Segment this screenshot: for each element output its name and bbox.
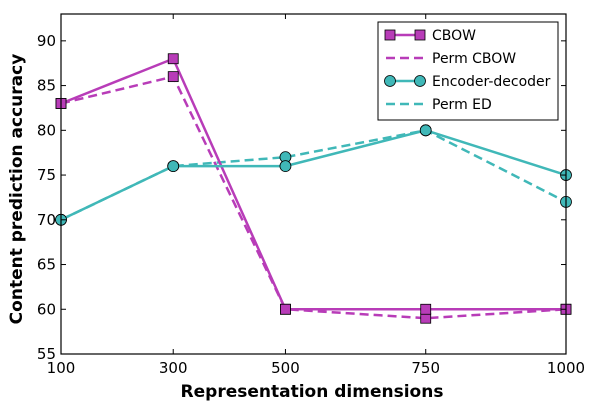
series-line-3	[60, 129, 567, 221]
data-point	[420, 303, 432, 315]
legend-label: Encoder-decoder	[432, 74, 551, 90]
y-tick-label: 65	[37, 256, 56, 274]
y-tick-label: 75	[37, 166, 56, 184]
legend: CBOW Perm CBOW Encoder-decoder Perm ED	[377, 21, 559, 121]
x-tick-label: 500	[271, 359, 300, 377]
data-point	[167, 53, 179, 65]
axes: 100 300 500 750 1000 55 60 65 70 75 80 85 90	[37, 13, 585, 377]
y-tick-label: 70	[37, 211, 56, 229]
data-point	[280, 303, 291, 315]
x-tick-label: 1000	[547, 359, 585, 377]
x-tick-label: 750	[411, 359, 440, 377]
y-tick-label: 55	[37, 345, 56, 363]
legend-marker	[384, 29, 396, 41]
legend-label: Perm ED	[432, 97, 492, 113]
data-point	[420, 312, 432, 324]
y-tick-label: 80	[37, 121, 56, 139]
legend-label: Perm CBOW	[432, 51, 516, 67]
x-tick-label: 100	[47, 359, 76, 377]
series-line-1	[60, 75, 567, 320]
plot-frame	[60, 13, 567, 355]
y-axis-title: Content prediction accuracy	[7, 54, 27, 325]
data-point	[279, 160, 292, 173]
data-point	[419, 124, 432, 137]
legend-marker	[414, 29, 426, 41]
y-tick-label: 85	[37, 77, 56, 95]
legend-label: CBOW	[432, 28, 476, 44]
legend-marker	[384, 75, 396, 87]
x-axis-title: Representation dimensions	[181, 382, 444, 402]
y-tick-label: 90	[37, 32, 56, 50]
series-line-2	[60, 129, 567, 221]
data-point	[167, 71, 179, 83]
y-tick-label: 60	[37, 300, 56, 318]
legend-marker	[414, 75, 426, 87]
x-tick-label: 300	[159, 359, 188, 377]
data-point	[167, 160, 180, 173]
